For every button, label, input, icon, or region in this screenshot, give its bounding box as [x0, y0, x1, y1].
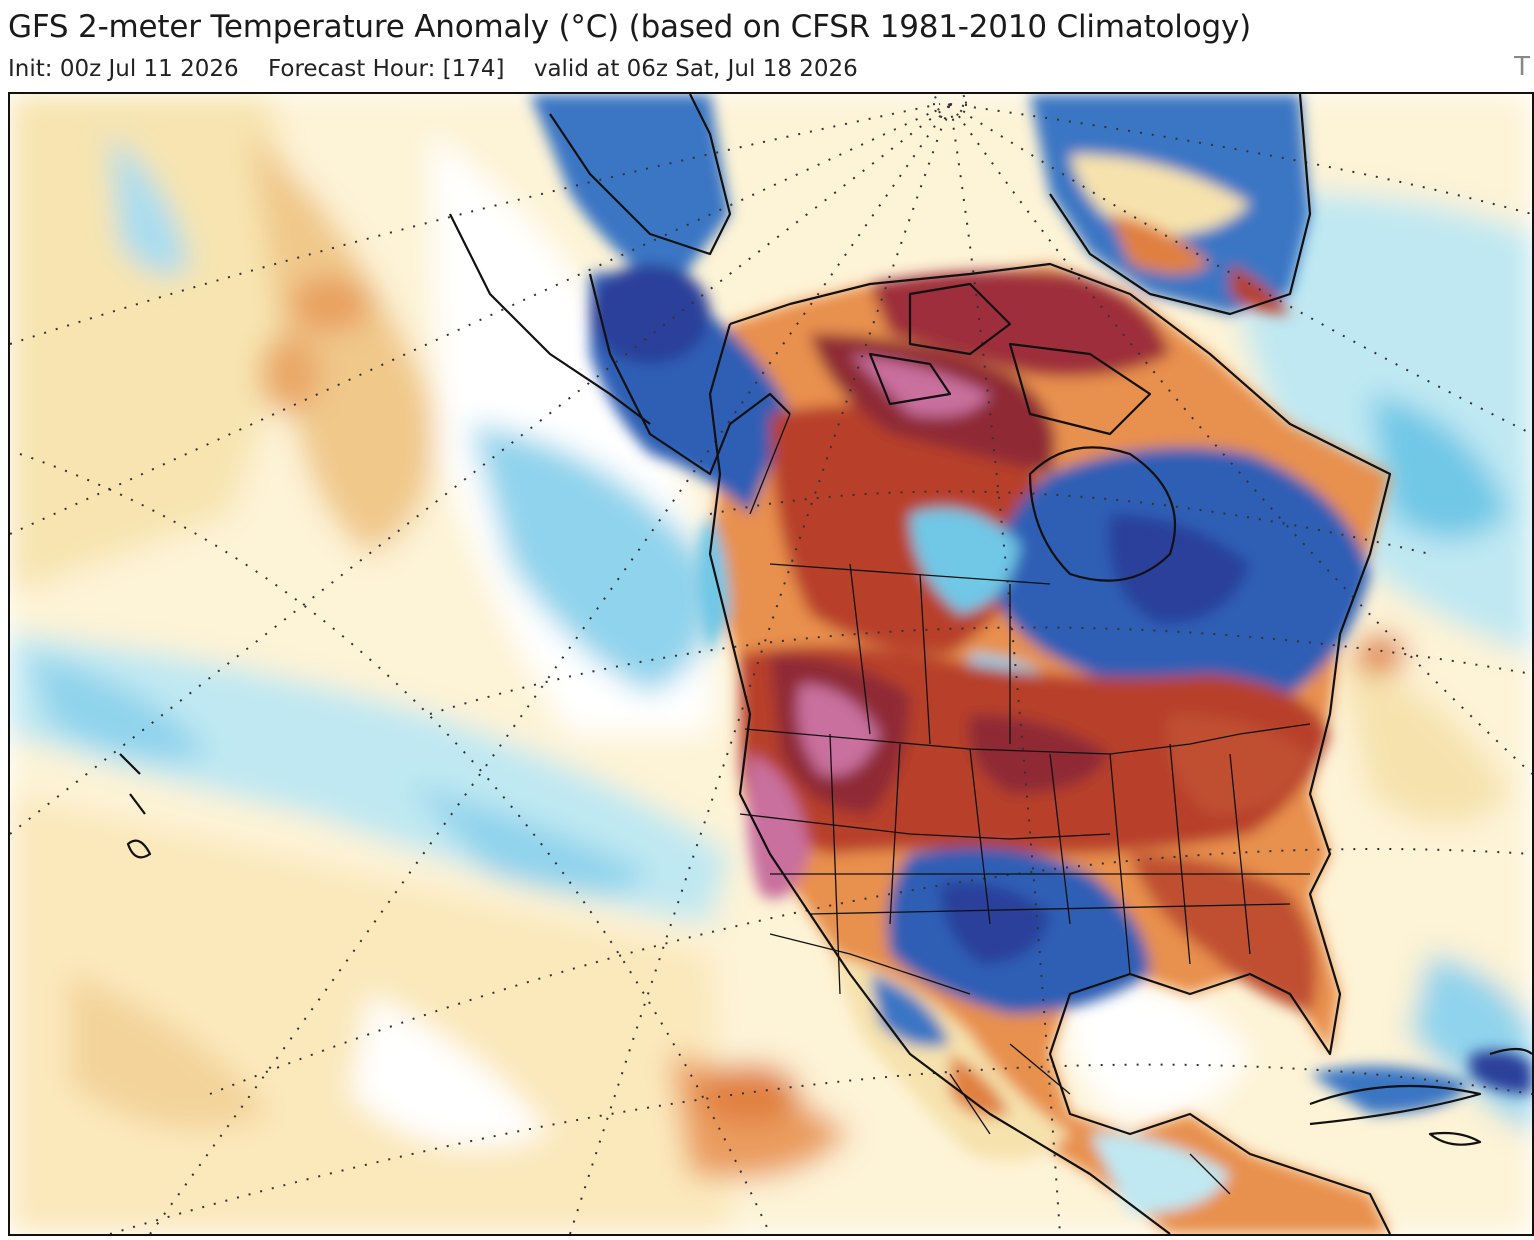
valid-time: valid at 06z Sat, Jul 18 2026	[533, 56, 858, 82]
anomaly-map[interactable]	[8, 92, 1534, 1236]
init-time: Init: 00z Jul 11 2026	[8, 56, 239, 82]
land-anomaly-field	[530, 94, 1532, 1234]
map-subtitle: Init: 00z Jul 11 2026 Forecast Hour: [17…	[8, 54, 880, 84]
forecast-hour: Forecast Hour: [174]	[267, 56, 505, 82]
coastlines	[119, 94, 1532, 1234]
map-canvas	[10, 94, 1532, 1234]
corner-mark: T	[1514, 52, 1530, 82]
political-borders	[739, 413, 1311, 1195]
map-title: GFS 2-meter Temperature Anomaly (°C) (ba…	[8, 9, 1251, 45]
